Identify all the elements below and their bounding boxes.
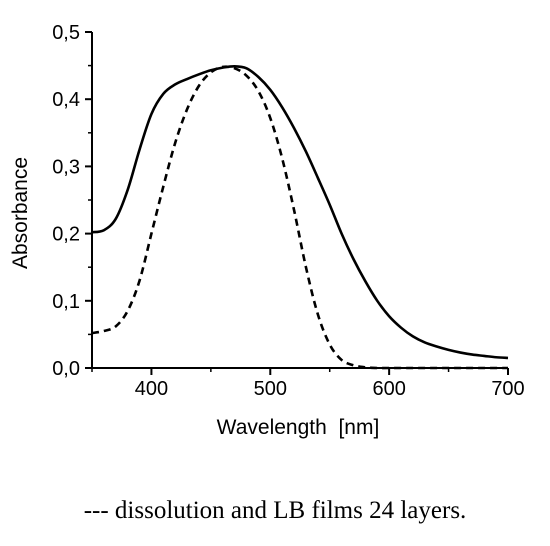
y-tick-label: 0,3 [52, 156, 80, 178]
x-tick-label: 700 [491, 378, 524, 400]
series-layer [91, 64, 509, 370]
y-tick-label: 0,5 [52, 22, 80, 44]
y-tick-label: 0,1 [52, 291, 80, 313]
y-tick-label: 0,4 [52, 89, 80, 111]
series-line-dashed [91, 65, 508, 370]
figure-caption: --- dissolution and LB films 24 layers. [83, 497, 467, 524]
absorbance-chart: 0,0 0,1 0,2 0,3 0,4 0,5 400 500 600 700 Wavelengt… [9, 22, 525, 439]
x-axis-title: Wavelength [nm] [217, 416, 380, 439]
y-tick-label: 0,2 [52, 224, 80, 246]
y-tick-label: 0,0 [52, 358, 80, 380]
tick-layer: 0,0 0,1 0,2 0,3 0,4 0,5 400 500 600 700 [52, 22, 525, 400]
x-tick-label: 600 [372, 378, 405, 400]
y-axis-title: Absorbance [9, 157, 32, 269]
series-line-solid [91, 64, 509, 360]
plot-frame [91, 32, 508, 369]
x-tick-label: 500 [254, 378, 287, 400]
x-tick-label: 400 [135, 378, 168, 400]
